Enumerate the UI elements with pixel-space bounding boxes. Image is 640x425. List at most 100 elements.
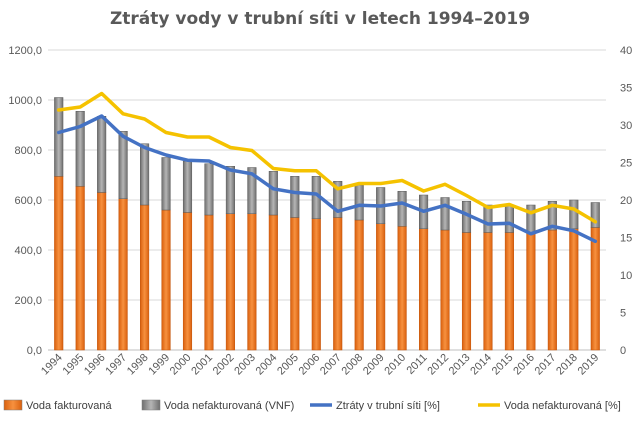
bar-nefakturovana-1996 xyxy=(97,116,107,193)
y-left-tick-label: 0,0 xyxy=(27,345,42,357)
x-tick-label: 2012 xyxy=(425,352,451,378)
x-tick-label: 2007 xyxy=(318,352,344,378)
y-right-tick-label: 10 xyxy=(620,270,632,282)
bar-fakturovana-2019 xyxy=(590,227,600,351)
bar-fakturovana-2013 xyxy=(461,232,472,351)
legend-label: Voda nefakturovaná [%] xyxy=(504,400,621,412)
x-tick-label: 2001 xyxy=(189,352,215,378)
bar-nefakturovana-2008 xyxy=(354,184,364,221)
bar-nefakturovana-2007 xyxy=(333,181,343,218)
x-tick-label: 1999 xyxy=(146,352,172,378)
y-right-tick-label: 20 xyxy=(620,195,632,207)
legend: Voda fakturovaná Voda nefakturovaná (VNF)… xyxy=(3,399,621,412)
y-left-tick-label: 1000,0 xyxy=(8,95,42,107)
bar-nefakturovana-2005 xyxy=(290,176,300,218)
bar-fakturovana-2009 xyxy=(376,223,386,351)
line-ztraty xyxy=(56,114,598,244)
bar-fakturovana-2003 xyxy=(247,213,257,351)
x-tick-label: 2003 xyxy=(232,352,258,378)
gridlines xyxy=(48,49,606,351)
x-tick-label: 1998 xyxy=(125,352,151,378)
legend-swatch xyxy=(3,399,23,411)
y-left-tick-label: 600,0 xyxy=(14,195,42,207)
chart-title: Ztráty vody v trubní síti v letech 1994–… xyxy=(110,9,530,29)
bar-fakturovana-2018 xyxy=(569,228,579,351)
x-tick-label: 2000 xyxy=(168,352,194,378)
bar-nefakturovana-2002 xyxy=(225,166,235,214)
legend-label: Ztráty v trubní síti [%] xyxy=(336,400,440,412)
legend-label: Voda fakturovaná xyxy=(26,400,113,412)
x-tick-label: 2002 xyxy=(211,352,237,378)
bar-fakturovana-2008 xyxy=(354,219,364,351)
bar-nefakturovana-1995 xyxy=(75,111,85,187)
bar-fakturovana-2015 xyxy=(504,232,514,351)
bar-fakturovana-2005 xyxy=(290,217,300,351)
bar-nefakturovana-1998 xyxy=(140,143,150,206)
bar-nefakturovana-2012 xyxy=(440,197,450,231)
x-tick-label: 2004 xyxy=(254,352,280,378)
bar-nefakturovana-2004 xyxy=(268,171,278,216)
bar-fakturovana-2000 xyxy=(182,212,193,351)
bar-fakturovana-1996 xyxy=(97,192,107,351)
y-right-tick-label: 30 xyxy=(620,120,632,132)
x-axis: 1994199519961997199819992000200120022003… xyxy=(39,352,601,378)
x-tick-label: 2011 xyxy=(404,352,429,377)
bars xyxy=(54,97,600,351)
bar-nefakturovana-2016 xyxy=(526,204,536,233)
bar-fakturovana-2017 xyxy=(547,229,557,351)
bar-fakturovana-2010 xyxy=(397,226,407,351)
bar-fakturovana-1994 xyxy=(54,176,64,351)
y-right-tick-label: 15 xyxy=(620,233,632,245)
bar-fakturovana-2006 xyxy=(311,218,321,351)
x-tick-label: 2013 xyxy=(447,352,473,378)
bar-nefakturovana-2003 xyxy=(247,167,257,214)
bar-fakturovana-2001 xyxy=(204,214,214,351)
bar-nefakturovana-2015 xyxy=(504,204,514,233)
y-right-tick-label: 0 xyxy=(620,345,626,357)
x-tick-label: 2018 xyxy=(554,352,580,378)
bar-nefakturovana-2019 xyxy=(590,202,600,228)
y-right-tick-label: 5 xyxy=(620,308,626,320)
bar-nefakturovana-2018 xyxy=(569,199,579,229)
bar-nefakturovana-2000 xyxy=(182,161,193,213)
y-axis-left: 0,0 200,0 400,0 600,0 800,0 1000,0 1200,0 xyxy=(8,45,42,357)
bar-nefakturovana-2010 xyxy=(397,191,407,227)
lines xyxy=(56,91,598,244)
y-left-tick-label: 800,0 xyxy=(14,145,42,157)
bar-nefakturovana-1994 xyxy=(54,97,64,177)
x-tick-label: 2005 xyxy=(275,352,301,378)
y-left-tick-label: 400,0 xyxy=(14,245,42,257)
bar-nefakturovana-1997 xyxy=(118,131,128,199)
x-tick-label: 2009 xyxy=(361,352,387,378)
y-right-tick-label: 25 xyxy=(620,158,632,170)
x-tick-label: 1994 xyxy=(39,352,65,378)
bar-fakturovana-2014 xyxy=(483,232,493,351)
bar-nefakturovana-2001 xyxy=(204,163,214,216)
x-tick-label: 2014 xyxy=(468,352,494,378)
bar-nefakturovana-2017 xyxy=(547,201,557,231)
x-tick-label: 2017 xyxy=(533,352,559,378)
bar-nefakturovana-1999 xyxy=(161,157,171,211)
bar-fakturovana-2004 xyxy=(268,214,278,351)
bar-fakturovana-2016 xyxy=(526,232,536,351)
bar-fakturovana-1999 xyxy=(161,209,171,351)
x-tick-label: 2010 xyxy=(382,352,408,378)
bar-fakturovana-1997 xyxy=(118,198,128,351)
bar-fakturovana-2007 xyxy=(333,217,343,351)
bar-nefakturovana-2014 xyxy=(483,204,493,233)
x-tick-label: 2008 xyxy=(340,352,366,378)
line-vnf-percent xyxy=(56,91,598,224)
y-right-tick-label: 35 xyxy=(620,83,632,95)
bar-fakturovana-2002 xyxy=(225,213,235,351)
bar-fakturovana-1998 xyxy=(140,204,150,351)
legend-swatch xyxy=(141,399,161,411)
x-tick-label: 1997 xyxy=(103,352,129,378)
x-tick-label: 2016 xyxy=(511,352,537,378)
y-right-tick-label: 40 xyxy=(620,45,632,57)
x-tick-label: 1996 xyxy=(82,352,108,378)
bar-fakturovana-1995 xyxy=(75,186,85,351)
x-tick-label: 1995 xyxy=(61,352,87,378)
x-tick-label: 2019 xyxy=(576,352,602,378)
